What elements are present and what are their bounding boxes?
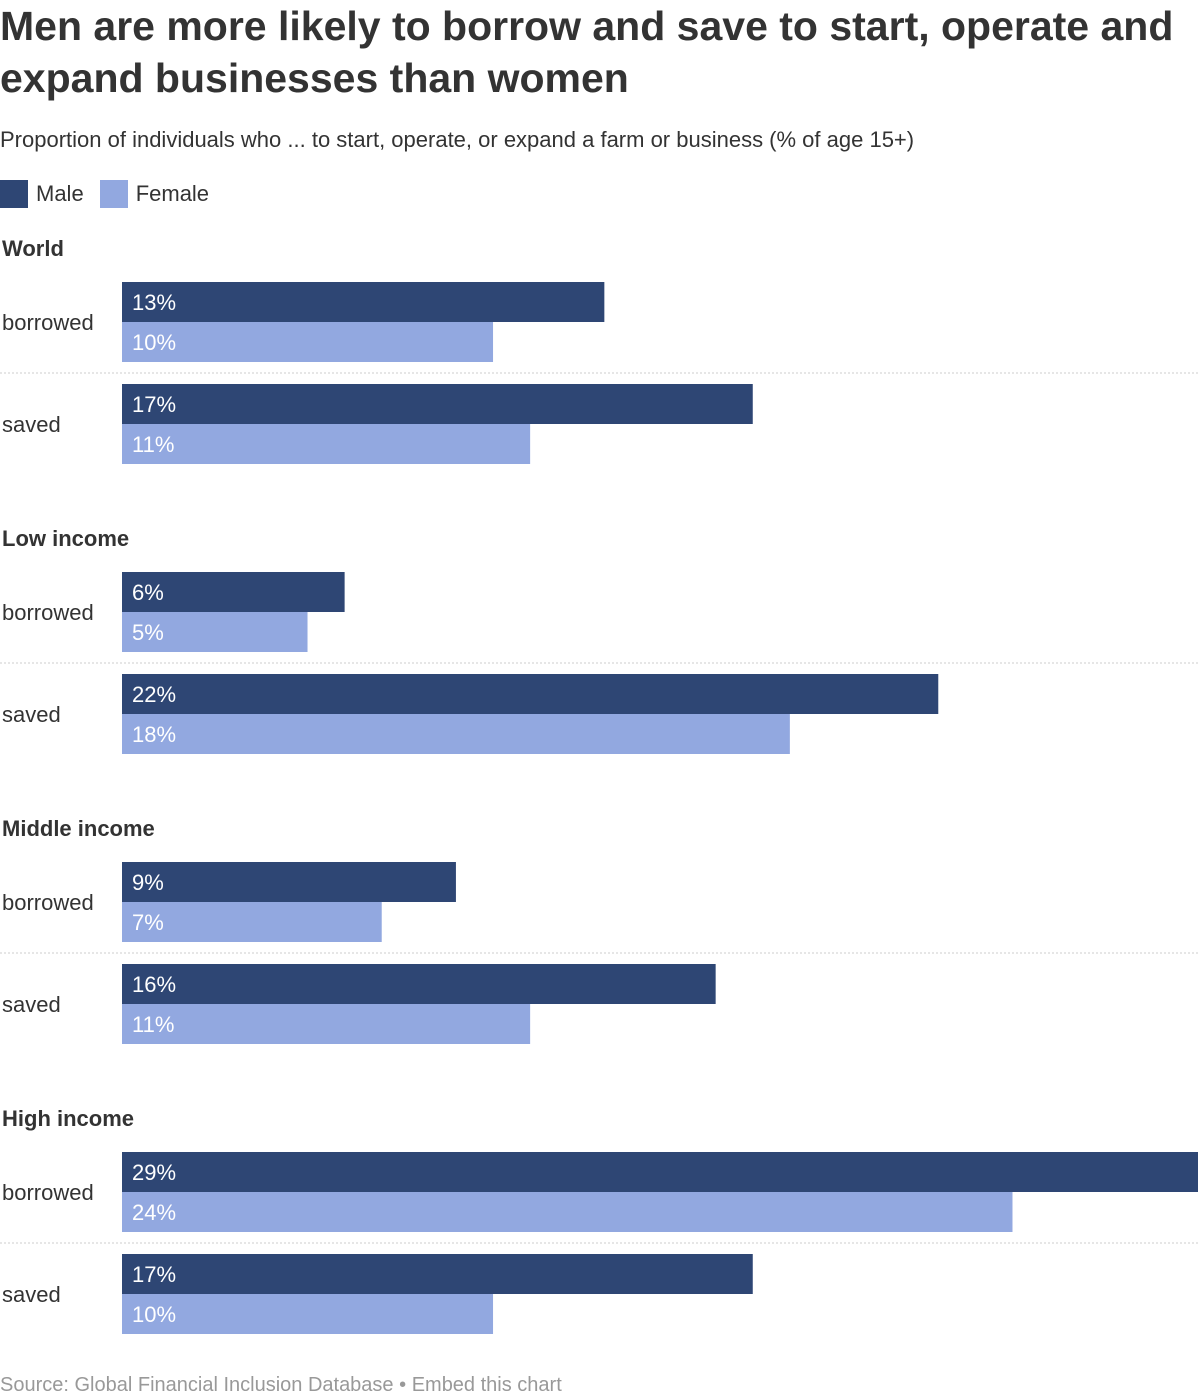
- category-label-middle-income-borrowed: borrowed: [2, 890, 94, 915]
- bar-middle-income-saved-male: [122, 964, 716, 1004]
- bar-high-income-saved-male: [122, 1254, 753, 1294]
- bar-world-saved-male: [122, 384, 753, 424]
- bar-low-income-saved-female: [122, 714, 790, 754]
- embed-chart-link[interactable]: Embed this chart: [411, 1374, 562, 1396]
- bar-low-income-borrowed-male: [122, 572, 345, 612]
- group-label-middle-income: Middle income: [2, 816, 155, 841]
- category-label-high-income-saved: saved: [2, 1282, 61, 1307]
- legend-swatch-female: [99, 180, 128, 208]
- legend-label-female: Female: [135, 181, 210, 206]
- footer-separator: •: [393, 1374, 412, 1396]
- bar-high-income-saved-female: [122, 1294, 494, 1334]
- value-label-high-income-borrowed-male: 29%: [132, 1160, 176, 1185]
- legend-swatch-male: [0, 180, 28, 208]
- category-label-world-borrowed: borrowed: [2, 310, 94, 335]
- value-label-world-saved-female: 11%: [132, 432, 174, 457]
- value-label-middle-income-saved-female: 11%: [132, 1012, 174, 1037]
- value-label-high-income-borrowed-female: 24%: [132, 1200, 176, 1225]
- source-note: Source: Global Financial Inclusion Datab…: [0, 1374, 394, 1396]
- bar-world-saved-female: [122, 424, 531, 464]
- bar-world-borrowed-female: [122, 322, 494, 362]
- legend-label-male: Male: [36, 181, 84, 206]
- bar-high-income-borrowed-male: [122, 1152, 1198, 1192]
- bar-chart: World borrowed 13% 10% saved 17% 11% Low income…: [0, 236, 1200, 1334]
- bar-low-income-saved-male: [122, 674, 939, 714]
- bar-high-income-borrowed-female: [122, 1192, 1013, 1232]
- value-label-middle-income-borrowed-female: 7%: [132, 910, 164, 935]
- value-label-low-income-borrowed-female: 5%: [132, 620, 164, 645]
- category-label-low-income-saved: saved: [2, 702, 61, 727]
- value-label-middle-income-saved-male: 16%: [132, 972, 176, 997]
- group-label-low-income: Low income: [2, 526, 129, 551]
- chart-title: Men are more likely to borrow and save t…: [0, 3, 1174, 101]
- value-label-world-borrowed-female: 10%: [132, 330, 176, 355]
- value-label-low-income-saved-male: 22%: [132, 682, 176, 707]
- legend: Male Female: [0, 180, 225, 208]
- value-label-high-income-saved-female: 10%: [132, 1302, 176, 1327]
- group-label-world: World: [2, 236, 64, 261]
- category-label-middle-income-saved: saved: [2, 992, 61, 1017]
- value-label-world-borrowed-male: 13%: [132, 290, 176, 315]
- bar-middle-income-borrowed-male: [122, 862, 456, 902]
- value-label-world-saved-male: 17%: [132, 392, 176, 417]
- footer: Source: Global Financial Inclusion Datab…: [0, 1372, 562, 1398]
- group-label-high-income: High income: [2, 1106, 134, 1131]
- bar-middle-income-saved-female: [122, 1004, 531, 1044]
- bar-low-income-borrowed-female: [122, 612, 308, 652]
- value-label-middle-income-borrowed-male: 9%: [132, 870, 164, 895]
- category-label-low-income-borrowed: borrowed: [2, 600, 94, 625]
- value-label-high-income-saved-male: 17%: [132, 1262, 176, 1287]
- value-label-low-income-saved-female: 18%: [132, 722, 176, 747]
- bar-middle-income-borrowed-female: [122, 902, 382, 942]
- category-label-world-saved: saved: [2, 412, 61, 437]
- legend-item-male: Male: [0, 180, 84, 208]
- category-label-high-income-borrowed: borrowed: [2, 1180, 94, 1205]
- legend-item-female: Female: [99, 180, 210, 208]
- value-label-low-income-borrowed-male: 6%: [132, 580, 164, 605]
- chart-subtitle: Proportion of individuals who ... to sta…: [0, 127, 915, 152]
- bar-world-borrowed-male: [122, 282, 605, 322]
